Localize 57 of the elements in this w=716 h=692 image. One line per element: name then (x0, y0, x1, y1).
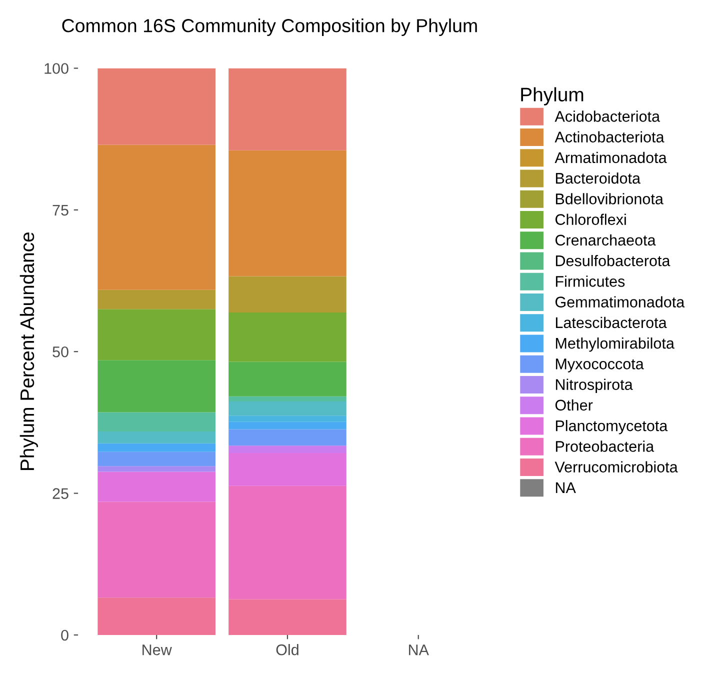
bar (98, 360, 216, 412)
chart-title: Common 16S Community Composition by Phylum (62, 18, 477, 36)
bar (98, 309, 216, 360)
bar (228, 396, 346, 402)
legend-label: Bacteroidota (556, 172, 640, 184)
bar (228, 150, 346, 276)
bar (98, 452, 216, 466)
legend-label: Verrucomicrobiota (554, 461, 678, 472)
bar (228, 599, 346, 635)
bar (98, 466, 216, 472)
bar (98, 144, 216, 290)
legend-label: NA (556, 482, 576, 493)
legend-label: Methylomirabilota (556, 337, 674, 352)
legend-label: Myxococcota (556, 358, 644, 372)
x-tick-label: Old (276, 644, 298, 656)
y-axis-title: Phylum Percent Abundance (20, 232, 38, 470)
legend-label: Other (555, 399, 593, 411)
x-tick-label: NA (409, 644, 429, 656)
legend-label: Planctomycetota (556, 420, 668, 434)
bar (98, 598, 216, 635)
bar (98, 412, 216, 432)
legend-label: Actinobacteriota (554, 131, 664, 142)
bar (228, 401, 346, 416)
y-tick-label: 25 (52, 488, 68, 499)
y-tick-label: 0 (61, 630, 68, 641)
bar (228, 486, 346, 600)
y-tick-label: 50 (52, 346, 68, 358)
bar (98, 472, 216, 502)
legend-label: Firmicutes (556, 276, 625, 287)
legend-label: Acidobacteriota (554, 110, 660, 122)
bar (228, 276, 346, 312)
legend-title: Phylum (521, 87, 584, 106)
legend-label: Nitrospirota (556, 378, 633, 393)
bar (228, 429, 346, 446)
bar (228, 416, 346, 422)
bar (228, 422, 346, 430)
bar (228, 312, 346, 362)
bar (98, 443, 216, 452)
bar (228, 362, 346, 396)
y-tick-label: 100 (44, 63, 68, 74)
legend-label: Latescibacterota (556, 316, 667, 328)
bar (98, 290, 216, 310)
legend-label: Chloroflexi (555, 214, 626, 225)
legend-label: Crenarchaeota (555, 234, 656, 246)
legend-label: Armatimonadota (554, 152, 667, 164)
bar (228, 453, 346, 486)
bar (98, 68, 216, 145)
legend-label: Gemmatimonadota (555, 296, 685, 308)
legend-label: Bdellovibrionota (556, 193, 664, 204)
bar (228, 446, 346, 454)
legend-label: Proteobacteria (556, 440, 654, 452)
bar (228, 68, 346, 150)
y-tick-label: 75 (52, 204, 68, 216)
x-tick-label: New (142, 644, 172, 656)
legend-label: Desulfobacterota (556, 254, 670, 266)
bar (98, 432, 216, 444)
bar (98, 502, 216, 598)
